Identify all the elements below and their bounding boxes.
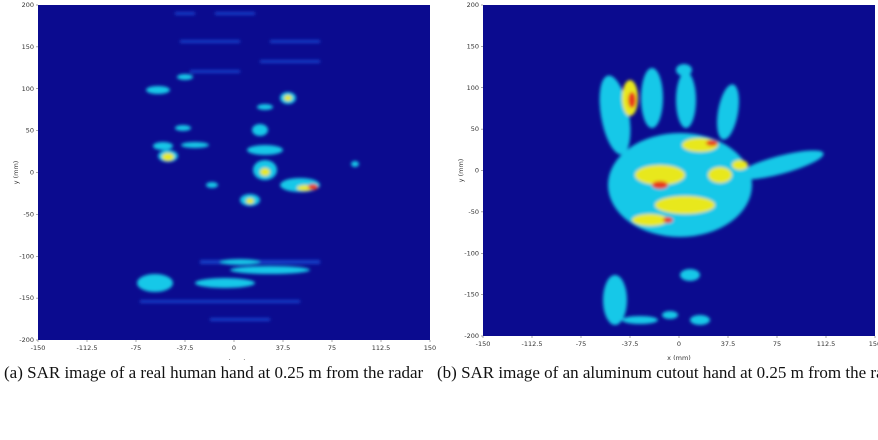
y-tick-label: 100 xyxy=(467,84,479,92)
x-axis-label: x (mm) xyxy=(222,358,246,360)
x-tick-label: -75 xyxy=(131,344,142,352)
figure-plots: -150 -112.5 -75 -37.5 0 37.5 75 112.5 150-200-15… xyxy=(12,1,878,360)
y-tick-label: 50 xyxy=(471,125,479,133)
y-tick-label: 0 xyxy=(30,169,34,177)
x-tick-label: 112.5 xyxy=(817,340,836,348)
y-axis-label: y (mm) xyxy=(12,161,20,185)
y-tick-label: 100 xyxy=(22,85,34,93)
y-axis-label: y (mm) xyxy=(457,159,465,183)
y-tick-label: -200 xyxy=(19,336,34,344)
y-tick-label: 150 xyxy=(22,43,34,51)
x-tick-label: -150 xyxy=(31,344,46,352)
x-tick-label: -37.5 xyxy=(177,344,194,352)
x-tick-label: 37.5 xyxy=(276,344,290,352)
y-tick-label: -200 xyxy=(464,332,479,340)
sar-image xyxy=(137,12,359,321)
x-tick-label: 0 xyxy=(232,344,236,352)
y-tick-label: 200 xyxy=(22,1,34,9)
y-tick-label: -100 xyxy=(19,252,34,260)
x-tick-label: 0 xyxy=(677,340,681,348)
x-tick-label: 150 xyxy=(869,340,878,348)
y-tick-label: 0 xyxy=(475,167,479,175)
caption: (b) SAR image of an aluminum cutout hand… xyxy=(437,363,878,382)
x-tick-label: -75 xyxy=(576,340,587,348)
y-tick-label: -50 xyxy=(23,210,34,218)
y-tick-label: -150 xyxy=(19,294,34,302)
x-tick-label: 75 xyxy=(773,340,781,348)
y-tick-label: -50 xyxy=(468,208,479,216)
x-tick-label: 112.5 xyxy=(372,344,391,352)
caption: (a) SAR image of a real human hand at 0.… xyxy=(4,363,424,382)
x-axis-label: x (mm) xyxy=(667,354,691,360)
y-tick-label: 50 xyxy=(26,127,34,135)
x-tick-label: 37.5 xyxy=(721,340,735,348)
plot-background xyxy=(38,5,430,340)
x-tick-label: -37.5 xyxy=(622,340,639,348)
sar-image xyxy=(599,64,824,325)
x-tick-label: 75 xyxy=(328,344,336,352)
x-tick-label: 150 xyxy=(424,344,436,352)
x-tick-label: -150 xyxy=(476,340,491,348)
y-tick-label: 150 xyxy=(467,42,479,50)
y-tick-label: 200 xyxy=(467,1,479,9)
x-tick-label: -112.5 xyxy=(77,344,98,352)
y-tick-label: -150 xyxy=(464,291,479,299)
y-tick-label: -100 xyxy=(464,249,479,257)
x-tick-label: -112.5 xyxy=(522,340,543,348)
